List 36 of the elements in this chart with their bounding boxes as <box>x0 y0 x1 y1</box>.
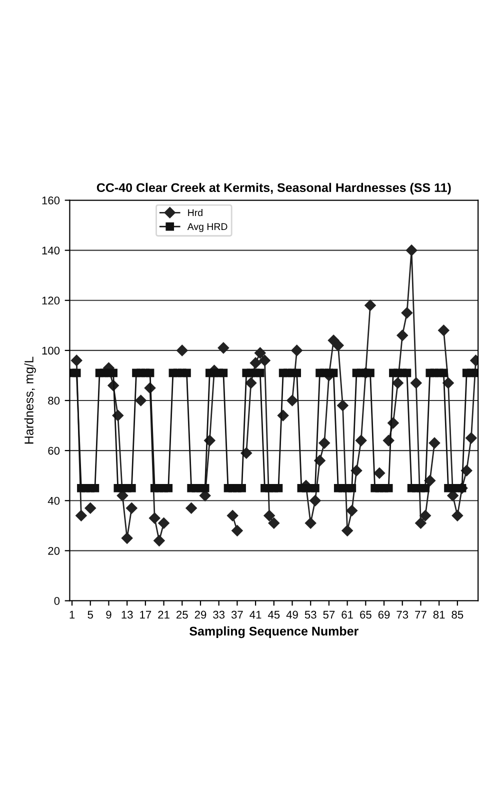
x-tick-label: 49 <box>286 610 298 619</box>
x-tick-label: 9 <box>106 610 112 619</box>
x-tick-label: 1 <box>70 610 75 619</box>
legend-label: Avg HRD <box>187 223 228 232</box>
x-tick-label: 41 <box>250 610 262 619</box>
y-tick-label: 0 <box>54 597 60 605</box>
x-tick-label: 21 <box>158 610 170 619</box>
x-tick-label: 13 <box>122 610 133 619</box>
y-tick-label: 60 <box>48 446 60 455</box>
x-axis-title: Sampling Sequence Number <box>190 626 358 638</box>
y-tick-label: 160 <box>42 196 60 204</box>
y-axis-title: Hardness, mg/L <box>24 356 36 444</box>
x-tick-label: 17 <box>140 610 152 619</box>
legend-label: Hrd <box>188 209 202 216</box>
y-tick-label: 80 <box>48 396 60 405</box>
x-tick-label: 5 <box>88 610 93 619</box>
y-tick-label: 140 <box>42 246 60 254</box>
y-tick-label: 100 <box>42 346 60 355</box>
y-tick-label: 40 <box>48 496 60 505</box>
x-tick-label: 53 <box>304 610 316 619</box>
x-tick-label: 45 <box>268 610 280 619</box>
x-tick-label: 57 <box>323 610 335 619</box>
x-tick-label: 81 <box>433 610 445 619</box>
x-tick-label: 61 <box>342 610 353 619</box>
x-tick-label: 77 <box>415 610 426 619</box>
x-tick-label: 37 <box>231 610 243 619</box>
x-tick-label: 65 <box>360 610 372 619</box>
x-tick-label: 73 <box>396 610 408 619</box>
x-tick-label: 29 <box>194 610 206 619</box>
x-tick-label: 33 <box>213 610 225 619</box>
x-tick-label: 85 <box>452 610 464 619</box>
chart-title: CC-40 Clear Creek at Kermits, Seasonal Hardnesses (SS 11) <box>96 182 451 195</box>
x-tick-label: 69 <box>378 610 390 619</box>
x-tick-label: 25 <box>176 610 188 619</box>
y-tick-label: 120 <box>42 296 60 305</box>
y-tick-label: 20 <box>48 546 60 555</box>
